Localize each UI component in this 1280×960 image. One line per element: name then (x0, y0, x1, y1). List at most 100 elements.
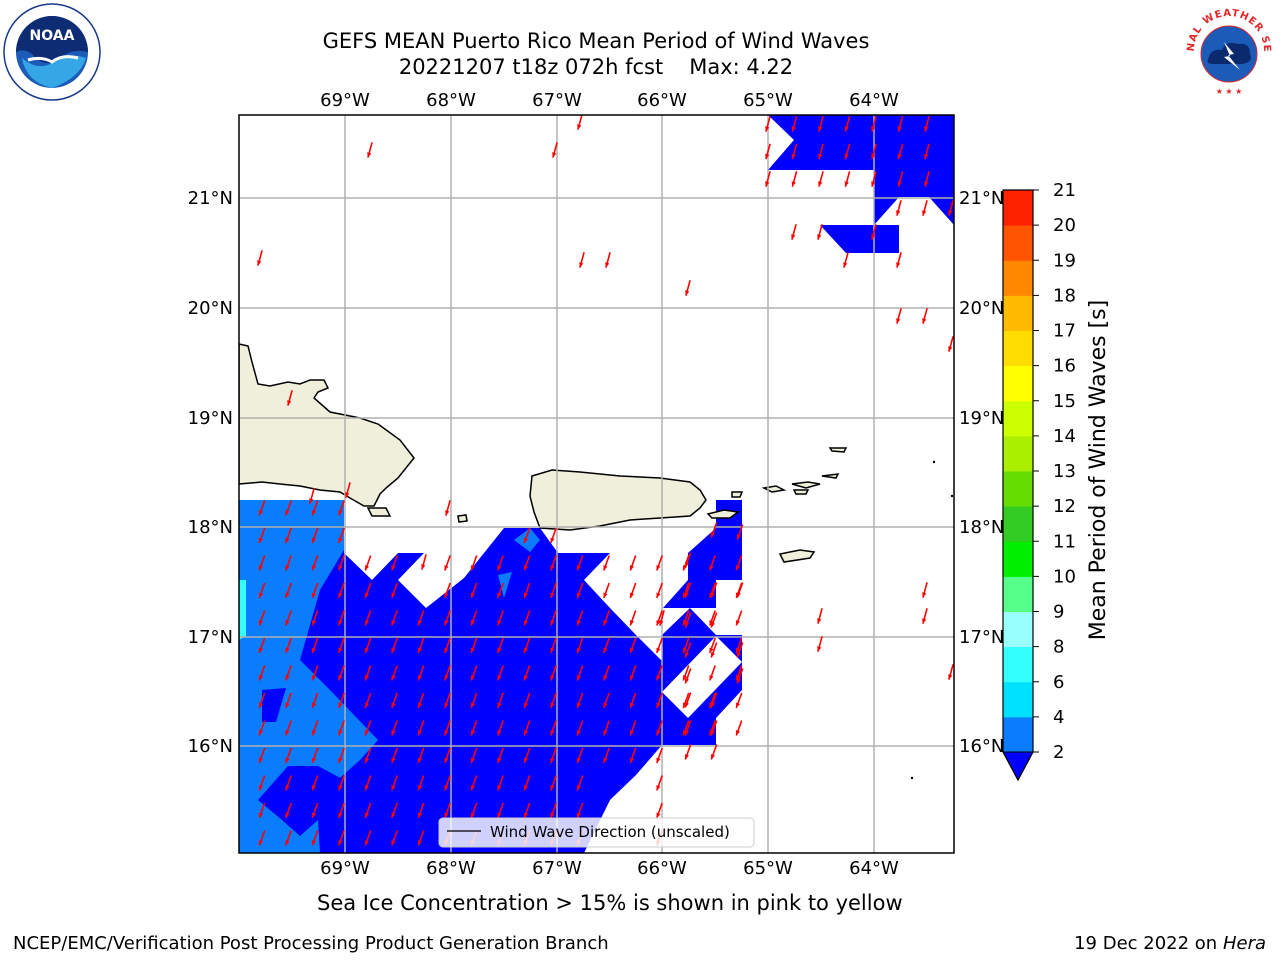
colorbar-tick-label: 13 (1053, 461, 1076, 482)
wind-wave-arrow-head (550, 647, 555, 653)
noaa-logo: NOAA (2, 2, 102, 106)
wind-wave-arrow-head (444, 592, 449, 598)
wind-wave-arrow-head (550, 702, 555, 708)
wind-wave-arrow-head (391, 730, 396, 736)
wind-wave-arrow-head (629, 620, 634, 626)
wind-wave-arrow-head (391, 812, 396, 818)
wind-wave-arrow-head (444, 812, 449, 818)
wind-wave-arrow-head (897, 126, 902, 132)
wind-wave-arrow-head (309, 498, 314, 504)
wind-wave-arrow-head (710, 622, 715, 628)
wind-wave-arrow-head (258, 730, 263, 736)
wind-wave-arrow-head (258, 647, 263, 653)
wind-wave-arrow-head (684, 702, 689, 708)
wind-wave-arrow-head (523, 647, 528, 653)
wind-wave-arrow-head (338, 812, 343, 818)
wind-wave-arrow-head (338, 757, 343, 763)
lon-label: 65°W (743, 90, 793, 111)
colorbar-tick-label: 6 (1053, 672, 1064, 693)
colorbar-tick-label: 9 (1053, 602, 1064, 623)
wind-wave-arrow-head (470, 730, 475, 736)
lat-label: 18°N (188, 517, 233, 538)
wind-wave-arrow-head (550, 537, 555, 543)
sea-ice-note: Sea Ice Concentration > 15% is shown in … (317, 891, 903, 915)
wind-wave-arrow-head (603, 592, 608, 598)
wind-wave-arrow-head (497, 620, 502, 626)
wind-wave-arrow-head (656, 565, 661, 571)
colorbar: 2 4 6 8 9 10 11 12 13 14 15 16 17 18 19 20 21 (1002, 180, 1076, 782)
wind-wave-arrow-head (367, 152, 372, 158)
wind-wave-arrow-head (817, 234, 822, 240)
wind-wave-arrow-head (311, 840, 316, 846)
wind-wave-arrow-head (345, 492, 350, 498)
wind-wave-arrow-head (497, 675, 502, 681)
wind-wave-arrow-head (338, 620, 343, 626)
wind-wave-arrow-head (497, 592, 502, 598)
wind-wave-arrow-head (552, 152, 557, 158)
wind-wave-arrow-head (470, 812, 475, 818)
wind-wave-arrow-head (391, 785, 396, 791)
lat-label: 19°N (959, 408, 1004, 429)
wind-wave-arrow-head (922, 618, 927, 624)
colorbar-tick-label: 19 (1053, 250, 1076, 271)
wind-wave-arrow-head (285, 757, 290, 763)
colorbar-tick-label: 16 (1053, 356, 1076, 377)
lat-label: 20°N (188, 298, 233, 319)
footer-date: 19 Dec 2022 on Hera (1074, 933, 1266, 954)
colorbar-tick-label: 8 (1053, 637, 1064, 658)
wind-wave-arrow-head (710, 592, 715, 598)
colorbar-tick-label: 12 (1053, 496, 1076, 517)
wind-wave-arrow-head (682, 647, 687, 653)
nws-logo: NATIONAL WEATHER SERVICE ★ ★ ★ (1175, 0, 1278, 104)
wind-wave-arrow-head (285, 702, 290, 708)
wind-wave-arrow-head (470, 702, 475, 708)
noaa-logo-text: NOAA (30, 28, 75, 44)
wind-wave-arrow-head (603, 675, 608, 681)
wind-wave-arrow-head (656, 757, 661, 763)
wind-wave-arrow-head (896, 318, 901, 324)
wind-wave-arrow-head (818, 153, 823, 160)
colorbar-label: Mean Period of Wind Waves [s] (1086, 300, 1111, 640)
wind-wave-arrow-head (391, 647, 396, 653)
lat-label: 21°N (188, 188, 233, 209)
wind-wave-arrow-head (843, 262, 848, 268)
wind-wave-arrow-head (470, 620, 475, 626)
wind-wave-arrow-head (497, 647, 502, 653)
wind-wave-arrow-head (523, 675, 528, 681)
wind-wave-arrow-head (311, 592, 316, 598)
wind-wave-arrow-head (684, 622, 689, 628)
colorbar-segment (1003, 400, 1033, 437)
wind-wave-arrow-head (338, 675, 343, 681)
max-value: Max: 4.22 (689, 55, 794, 79)
colorbar-segment (1003, 681, 1033, 718)
colorbar-tick-label: 11 (1053, 531, 1076, 552)
wind-wave-arrow-head (523, 812, 528, 818)
wind-wave-arrow-head (605, 262, 610, 268)
wind-wave-arrow-head (922, 318, 927, 324)
wind-wave-arrow-head (444, 785, 449, 791)
wind-wave-arrow-head (417, 702, 422, 708)
wind-wave-arrow-head (576, 812, 581, 818)
wind-wave-arrow-head (391, 840, 396, 846)
colorbar-segment (1003, 541, 1033, 577)
lon-labels-top: 69°W 68°W 67°W 66°W 65°W 64°W (320, 90, 899, 111)
lon-label: 65°W (743, 858, 793, 879)
wind-wave-arrow-head (258, 785, 263, 791)
wind-wave-arrow-head (523, 620, 528, 626)
lat-label: 16°N (188, 736, 233, 757)
wind-wave-arrow-head (735, 620, 740, 626)
wind-wave-arrow-head (523, 537, 528, 543)
wind-wave-arrow-head (258, 675, 263, 681)
wind-wave-arrow-head (497, 785, 502, 791)
lon-label: 67°W (532, 90, 582, 111)
wind-wave-arrow-head (421, 564, 426, 570)
colorbar-tick-label: 17 (1053, 321, 1076, 342)
wind-wave-arrow-head (285, 510, 290, 516)
wind-wave-arrow-head (924, 126, 929, 132)
wind-wave-arrow-head (285, 537, 290, 543)
wind-wave-arrow-head (497, 702, 502, 708)
wind-wave-arrow-head (444, 647, 449, 653)
wind-wave-arrow-head (417, 840, 422, 846)
wind-wave-arrow-head (338, 785, 343, 791)
wind-wave-arrow-head (417, 757, 422, 763)
